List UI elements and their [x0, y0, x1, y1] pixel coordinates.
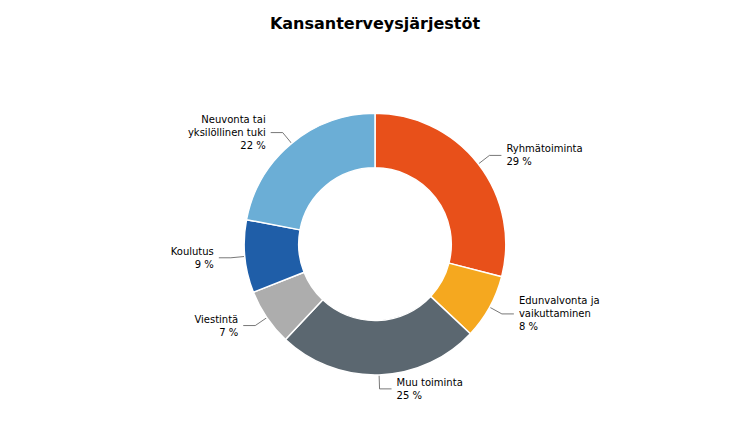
svg-text:Viestintä: Viestintä	[194, 314, 238, 325]
svg-text:vaikuttaminen: vaikuttaminen	[519, 308, 591, 319]
svg-text:Edunvalvonta ja: Edunvalvonta ja	[519, 295, 600, 306]
svg-text:Koulutus: Koulutus	[171, 246, 214, 257]
svg-text:Neuvonta tai: Neuvonta tai	[201, 114, 265, 125]
svg-text:Muu toiminta: Muu toiminta	[397, 377, 463, 388]
svg-text:25 %: 25 %	[397, 390, 422, 401]
svg-text:22 %: 22 %	[240, 140, 265, 151]
svg-text:29 %: 29 %	[506, 156, 531, 167]
svg-text:9 %: 9 %	[195, 259, 214, 270]
svg-text:8 %: 8 %	[519, 321, 538, 332]
svg-text:Kansanterveysjärjestöt: Kansanterveysjärjestöt	[270, 14, 481, 33]
svg-text:7 %: 7 %	[219, 327, 238, 338]
svg-text:Ryhmätoiminta: Ryhmätoiminta	[506, 143, 582, 154]
svg-text:yksilöllinen tuki: yksilöllinen tuki	[188, 127, 266, 138]
